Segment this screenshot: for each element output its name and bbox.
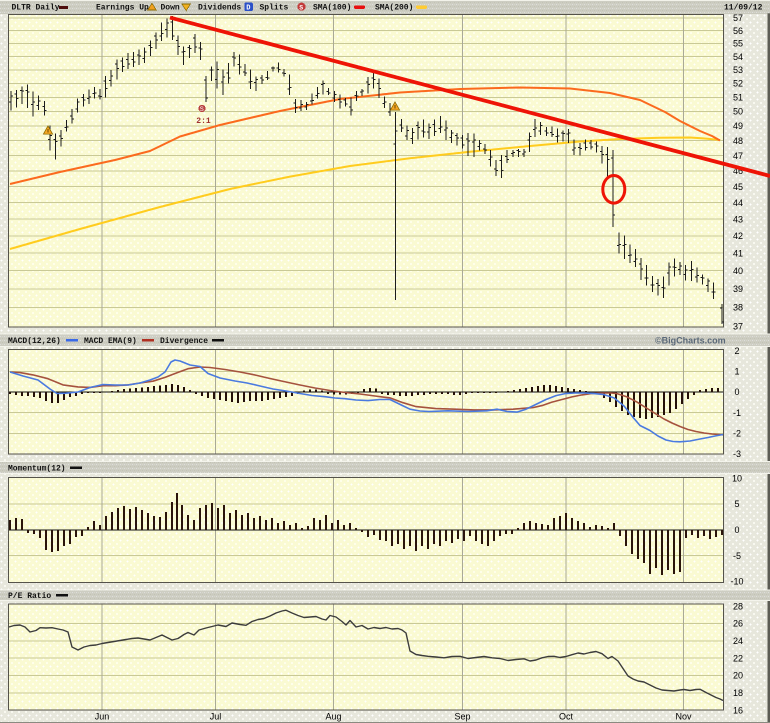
- svg-text:-10: -10: [730, 577, 743, 587]
- svg-text:Jun: Jun: [95, 712, 110, 722]
- svg-text:SMA(200): SMA(200): [375, 4, 413, 13]
- svg-text:-5: -5: [733, 551, 741, 561]
- svg-text:2:1: 2:1: [196, 117, 211, 126]
- svg-text:45: 45: [733, 182, 743, 192]
- svg-text:24: 24: [733, 636, 743, 646]
- svg-text:S: S: [299, 4, 303, 11]
- svg-text:©BigCharts.com: ©BigCharts.com: [655, 336, 726, 346]
- svg-text:DLTR Daily: DLTR Daily: [12, 4, 60, 13]
- svg-text:51: 51: [733, 93, 743, 103]
- svg-text:Dividends: Dividends: [198, 4, 241, 13]
- svg-text:2: 2: [734, 346, 739, 356]
- svg-text:56: 56: [733, 26, 743, 36]
- svg-text:11/09/12: 11/09/12: [724, 4, 763, 13]
- svg-text:52: 52: [733, 79, 743, 89]
- svg-text:10: 10: [732, 473, 742, 483]
- svg-text:16: 16: [733, 705, 743, 715]
- svg-text:41: 41: [733, 248, 743, 258]
- svg-text:D: D: [246, 4, 250, 12]
- svg-text:39: 39: [733, 284, 743, 294]
- svg-text:Oct: Oct: [559, 712, 574, 722]
- svg-text:Splits: Splits: [260, 4, 289, 13]
- svg-text:0: 0: [734, 387, 739, 397]
- svg-text:Nov: Nov: [675, 712, 692, 722]
- svg-text:48: 48: [733, 136, 743, 146]
- svg-text:43: 43: [733, 214, 743, 224]
- svg-text:50: 50: [733, 107, 743, 117]
- svg-text:1: 1: [734, 367, 739, 377]
- svg-text:-2: -2: [733, 429, 741, 439]
- svg-text:MACD(12,26): MACD(12,26): [8, 337, 61, 346]
- svg-text:46: 46: [733, 166, 743, 176]
- svg-text:26: 26: [733, 619, 743, 629]
- svg-text:55: 55: [733, 39, 743, 49]
- svg-text:54: 54: [733, 52, 743, 62]
- svg-text:Sep: Sep: [454, 712, 470, 722]
- svg-text:37: 37: [733, 322, 743, 332]
- svg-text:53: 53: [733, 65, 743, 75]
- svg-text:Jul: Jul: [210, 712, 222, 722]
- svg-text:Momentum(12): Momentum(12): [8, 465, 66, 474]
- svg-text:42: 42: [733, 231, 743, 241]
- svg-text:57: 57: [733, 13, 743, 23]
- svg-text:Divergence: Divergence: [160, 337, 208, 346]
- svg-text:-1: -1: [733, 408, 741, 418]
- svg-text:P/E Ratio: P/E Ratio: [8, 592, 51, 601]
- svg-text:22: 22: [733, 653, 743, 663]
- svg-text:Down: Down: [161, 4, 180, 13]
- svg-text:MACD EMA(9): MACD EMA(9): [84, 337, 137, 346]
- svg-text:S: S: [200, 107, 204, 113]
- svg-text:-3: -3: [733, 449, 741, 459]
- svg-text:40: 40: [733, 266, 743, 276]
- svg-text:28: 28: [733, 601, 743, 611]
- svg-text:Aug: Aug: [325, 712, 341, 722]
- svg-text:0: 0: [734, 525, 739, 535]
- svg-text:SMA(100): SMA(100): [313, 4, 351, 13]
- svg-text:20: 20: [733, 671, 743, 681]
- svg-text:18: 18: [733, 688, 743, 698]
- svg-text:44: 44: [733, 198, 743, 208]
- svg-text:Earnings Up: Earnings Up: [96, 4, 149, 13]
- svg-text:49: 49: [733, 121, 743, 131]
- svg-text:38: 38: [733, 303, 743, 313]
- svg-text:5: 5: [734, 499, 739, 509]
- svg-text:47: 47: [733, 151, 743, 161]
